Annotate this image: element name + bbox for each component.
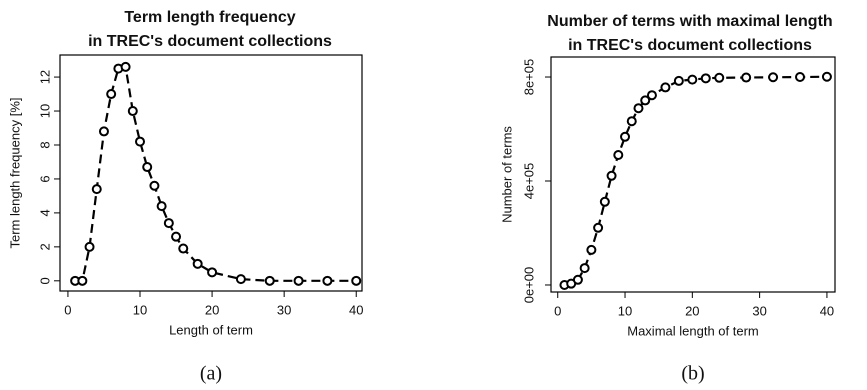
y-tick-label: 4e+05 <box>521 163 536 200</box>
x-tick-label: 20 <box>205 302 219 317</box>
data-point <box>106 89 117 100</box>
data-point <box>235 274 246 285</box>
data-point <box>572 274 583 285</box>
x-tick-label: 0 <box>554 303 561 318</box>
data-point <box>599 196 610 207</box>
x-axis-label: Maximal length of term <box>627 323 759 338</box>
y-axis-label: Number of terms <box>499 126 514 223</box>
data-point <box>821 71 832 82</box>
data-point <box>620 131 631 142</box>
data-point <box>660 82 671 93</box>
data-point <box>264 275 275 286</box>
data-point <box>673 75 684 86</box>
series-line <box>75 65 357 282</box>
caption: (b) <box>681 363 704 385</box>
y-tick-label: 12 <box>37 70 52 84</box>
data-point <box>171 231 182 242</box>
x-tick-label: 40 <box>820 303 834 318</box>
x-tick-label: 20 <box>685 303 699 318</box>
chart-title: in TREC's document collections <box>568 37 812 54</box>
data-point <box>593 222 604 233</box>
data-point <box>156 201 167 212</box>
data-point <box>795 72 806 83</box>
data-point <box>163 218 174 229</box>
x-axis-label: Length of term <box>169 322 253 337</box>
data-point <box>606 170 617 181</box>
chart-title: Term length frequency <box>124 9 295 26</box>
data-point <box>714 72 725 83</box>
data-point <box>633 103 644 114</box>
data-point <box>646 90 657 101</box>
x-tick-label: 10 <box>618 303 632 318</box>
x-tick-label: 30 <box>277 302 291 317</box>
y-tick-label: 0 <box>37 277 52 284</box>
data-point <box>149 180 160 191</box>
plot-frame <box>59 54 363 292</box>
data-point <box>640 95 651 106</box>
caption: (a) <box>200 363 222 385</box>
data-point <box>586 244 597 255</box>
y-tick-label: 0e+00 <box>521 267 536 304</box>
data-point <box>91 184 102 195</box>
data-point <box>579 263 590 274</box>
x-tick-label: 30 <box>752 303 766 318</box>
data-point <box>178 243 189 254</box>
y-tick-label: 2 <box>37 243 52 250</box>
data-point <box>768 72 779 83</box>
data-point <box>98 126 109 137</box>
data-point <box>613 150 624 161</box>
data-point <box>207 267 218 278</box>
y-axis-label: Term length frequency [%] <box>7 97 22 248</box>
x-tick-label: 0 <box>64 302 71 317</box>
data-point <box>84 241 95 252</box>
data-point <box>192 258 203 269</box>
data-point <box>293 275 304 286</box>
y-tick-label: 8 <box>37 141 52 148</box>
data-point <box>626 116 637 127</box>
y-tick-label: 6 <box>37 175 52 182</box>
y-tick-label: 8e+05 <box>521 59 536 96</box>
data-point <box>322 275 333 286</box>
data-point <box>120 61 131 72</box>
x-tick-label: 40 <box>349 302 363 317</box>
data-point <box>127 106 138 117</box>
y-tick-label: 4 <box>37 209 52 216</box>
x-tick-label: 10 <box>133 302 147 317</box>
chart-title: in TREC's document collections <box>88 33 332 50</box>
data-point <box>135 136 146 147</box>
data-point <box>142 162 153 173</box>
chart-title: Number of terms with maximal length <box>547 13 832 30</box>
data-point <box>741 72 752 83</box>
y-tick-label: 10 <box>37 104 52 118</box>
plot-frame <box>550 56 836 293</box>
data-point <box>687 74 698 85</box>
series-line <box>564 75 827 287</box>
data-point <box>700 73 711 84</box>
data-point <box>351 275 362 286</box>
data-point <box>77 275 88 286</box>
